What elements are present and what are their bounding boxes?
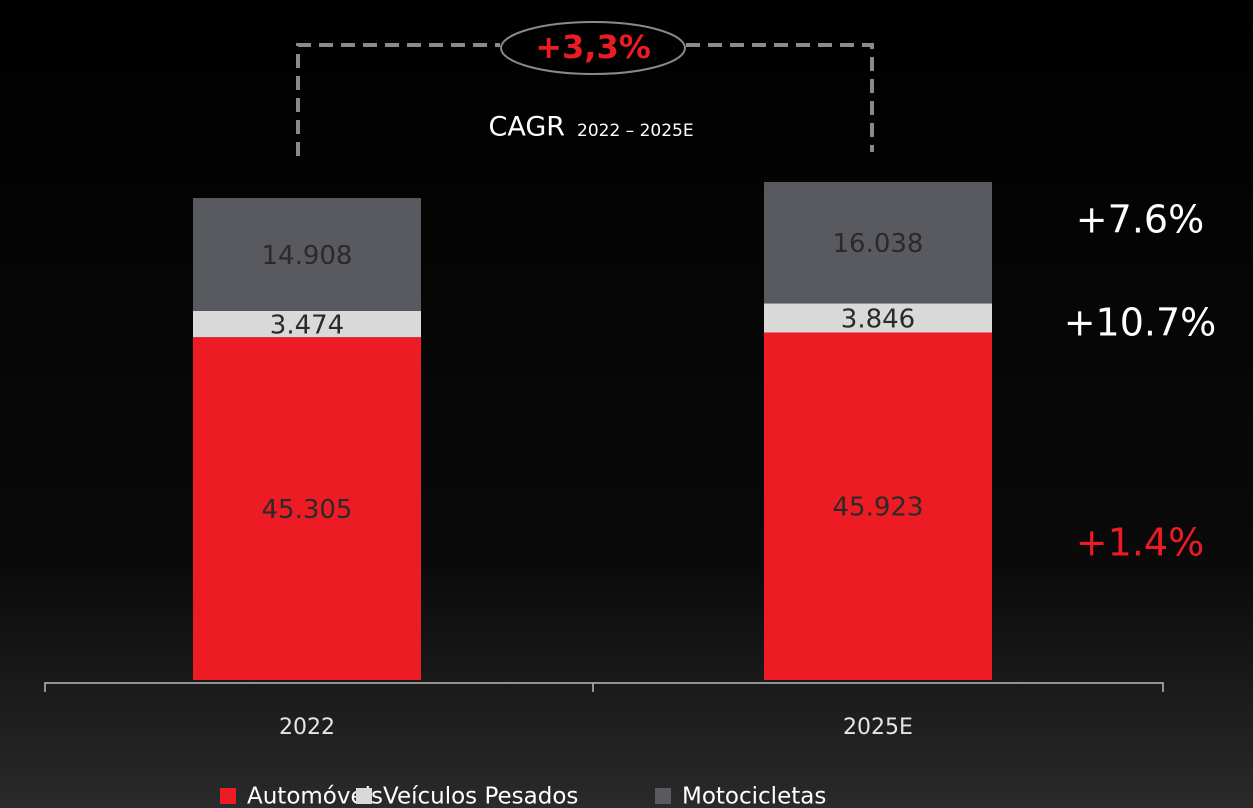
data-label: 16.038 — [833, 229, 924, 259]
bar-segment — [193, 198, 421, 311]
cagr-label: CAGR — [488, 112, 565, 143]
x-axis — [44, 682, 1164, 692]
x-tick-label: 2022 — [279, 715, 335, 740]
legend-label: Veículos Pesados — [383, 784, 578, 808]
x-tick-label: 2025E — [843, 715, 913, 740]
data-label: 3.474 — [270, 311, 344, 341]
bar-segment — [193, 310, 421, 338]
growth-label: +10.7% — [1064, 301, 1217, 345]
growth-label: +7.6% — [1076, 198, 1204, 242]
cagr-ellipse — [500, 21, 686, 75]
bar-segment — [764, 182, 992, 304]
cagr-bracket — [296, 43, 874, 156]
cagr-value: +3,3% — [535, 28, 651, 66]
cagr-period: 2022 – 2025E — [577, 121, 694, 141]
legend-swatch — [655, 788, 671, 804]
data-label: 45.305 — [262, 495, 353, 525]
data-label: 14.908 — [262, 241, 353, 271]
bar-segment — [193, 337, 421, 680]
growth-label: +1.4% — [1076, 521, 1204, 565]
data-label: 3.846 — [841, 304, 915, 334]
legend-swatch — [220, 788, 236, 804]
data-label: 45.923 — [833, 493, 924, 523]
bar-segment — [764, 332, 992, 680]
legend-swatch — [356, 788, 372, 804]
bar-segment — [764, 303, 992, 333]
legend-label: Motocicletas — [682, 784, 826, 808]
